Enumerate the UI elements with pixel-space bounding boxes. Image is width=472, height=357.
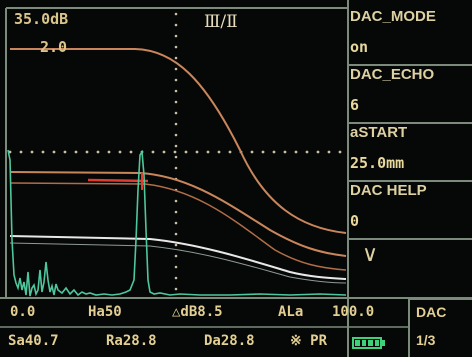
gain-readout: 35.0dB [14,10,69,28]
position-readout: 0.0 [10,304,36,320]
grid-dot [174,111,178,115]
grid-dot [174,265,178,269]
menu-item-label: aSTART [350,124,408,141]
grid-dot [316,150,320,154]
chevron-down-icon[interactable]: ∨ [362,242,379,267]
grid-dot [174,221,178,225]
grid-dot [261,150,265,154]
grid-dot [118,150,122,154]
grid-dot [174,34,178,38]
grid-dot [228,150,232,154]
dac-curve-middle [9,171,347,257]
depth-readout: Da28.8 [204,333,255,349]
delta-db-readout: △dB8.5 [172,304,223,320]
menu-item-dac-echo[interactable]: DAC_ECHO 6 [348,66,472,124]
menu-item-label: DAC_ECHO [350,66,435,83]
grid-dot [250,150,254,154]
grid-dot [184,150,188,154]
grid-dot [96,150,100,154]
grid-dot [174,45,178,49]
grid-dot [174,166,178,170]
grid-dot [174,144,178,148]
menu-item-dac-mode[interactable]: DAC_MODE on [348,8,472,66]
menu-page-number: 1/3 [416,332,436,348]
ala-label: ALa [278,304,304,320]
grid-dot [283,150,287,154]
amplitude-readout: Ha50 [88,304,122,320]
grid-dot [174,23,178,27]
grid-dot [174,254,178,258]
grid-dot [162,150,166,154]
pr-indicator: ※ PR [290,333,328,349]
grid-dot [174,89,178,93]
grid-dot [107,150,111,154]
grid-dot [129,150,133,154]
grid-dot [305,150,309,154]
grid-dot [30,150,34,154]
menu-item-dac-help[interactable]: DAC HELP 0 [348,182,472,240]
menu-item-value: 25.0mm [350,154,405,172]
grid-dot [63,150,67,154]
battery-icon [352,337,382,349]
grid-dot [174,155,178,159]
grid-dot [151,150,155,154]
grid-dot [174,67,178,71]
grid-dot [174,100,178,104]
reference-curve [9,235,347,280]
menu-page-indicator[interactable]: DAC 1/3 [408,298,472,357]
grid-dot [174,287,178,291]
grid-dot [52,150,56,154]
grid-dot [217,150,221,154]
grid-dot [206,150,210,154]
grid-dot [173,150,177,154]
menu-item-value: on [350,38,369,56]
grid-dot [174,133,178,137]
grid-dot [174,122,178,126]
grid-dot [174,276,178,280]
grid-dot [174,232,178,236]
grid-dot [41,150,45,154]
grid-dot [74,150,78,154]
grid-dot [174,56,178,60]
reference-curve-shadow [9,242,347,284]
grid-dot [85,150,89,154]
grid-dot [327,150,331,154]
grid-dot [294,150,298,154]
sound-path-readout: Sa40.7 [8,333,59,349]
battery-tip [382,340,385,346]
grid-dot [174,199,178,203]
ala-value: 100.0 [332,304,375,320]
grid-dot [272,150,276,154]
menu-item-astart[interactable]: aSTART 25.0mm [348,124,472,182]
grid-dot [174,243,178,247]
menu-page-title: DAC [416,304,447,320]
menu-item-label: DAC HELP [350,182,427,199]
echo-trace [7,149,347,297]
dac-curve-upper [10,48,347,234]
menu-item-value: 0 [350,212,360,230]
grid-dot [174,78,178,82]
range-mode-indicator: Ⅲ/Ⅱ [204,12,238,32]
grid-dot [174,210,178,214]
grid-dot [19,150,23,154]
grid-dot [174,12,178,16]
reference-gain-label: 2.0 [40,38,68,56]
menu-item-label: DAC_MODE [350,8,436,25]
surface-distance-readout: Ra28.8 [106,333,157,349]
grid-dot [195,150,199,154]
grid-dot [338,150,342,154]
dac-curve-lower [9,182,347,271]
menu-item-value: 6 [350,96,360,114]
